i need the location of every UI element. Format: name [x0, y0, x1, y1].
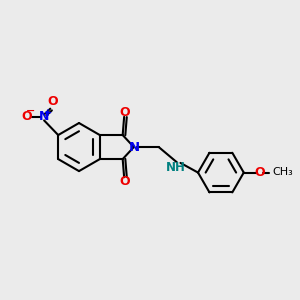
Text: −: −: [26, 106, 35, 116]
Text: O: O: [119, 106, 130, 119]
Text: O: O: [119, 176, 130, 188]
Text: CH₃: CH₃: [272, 167, 293, 177]
Text: N: N: [39, 110, 49, 123]
Text: O: O: [47, 95, 58, 108]
Text: N: N: [128, 141, 140, 154]
Text: O: O: [255, 166, 266, 179]
Text: NH: NH: [166, 161, 186, 174]
Text: O: O: [21, 110, 32, 123]
Text: +: +: [44, 108, 52, 118]
